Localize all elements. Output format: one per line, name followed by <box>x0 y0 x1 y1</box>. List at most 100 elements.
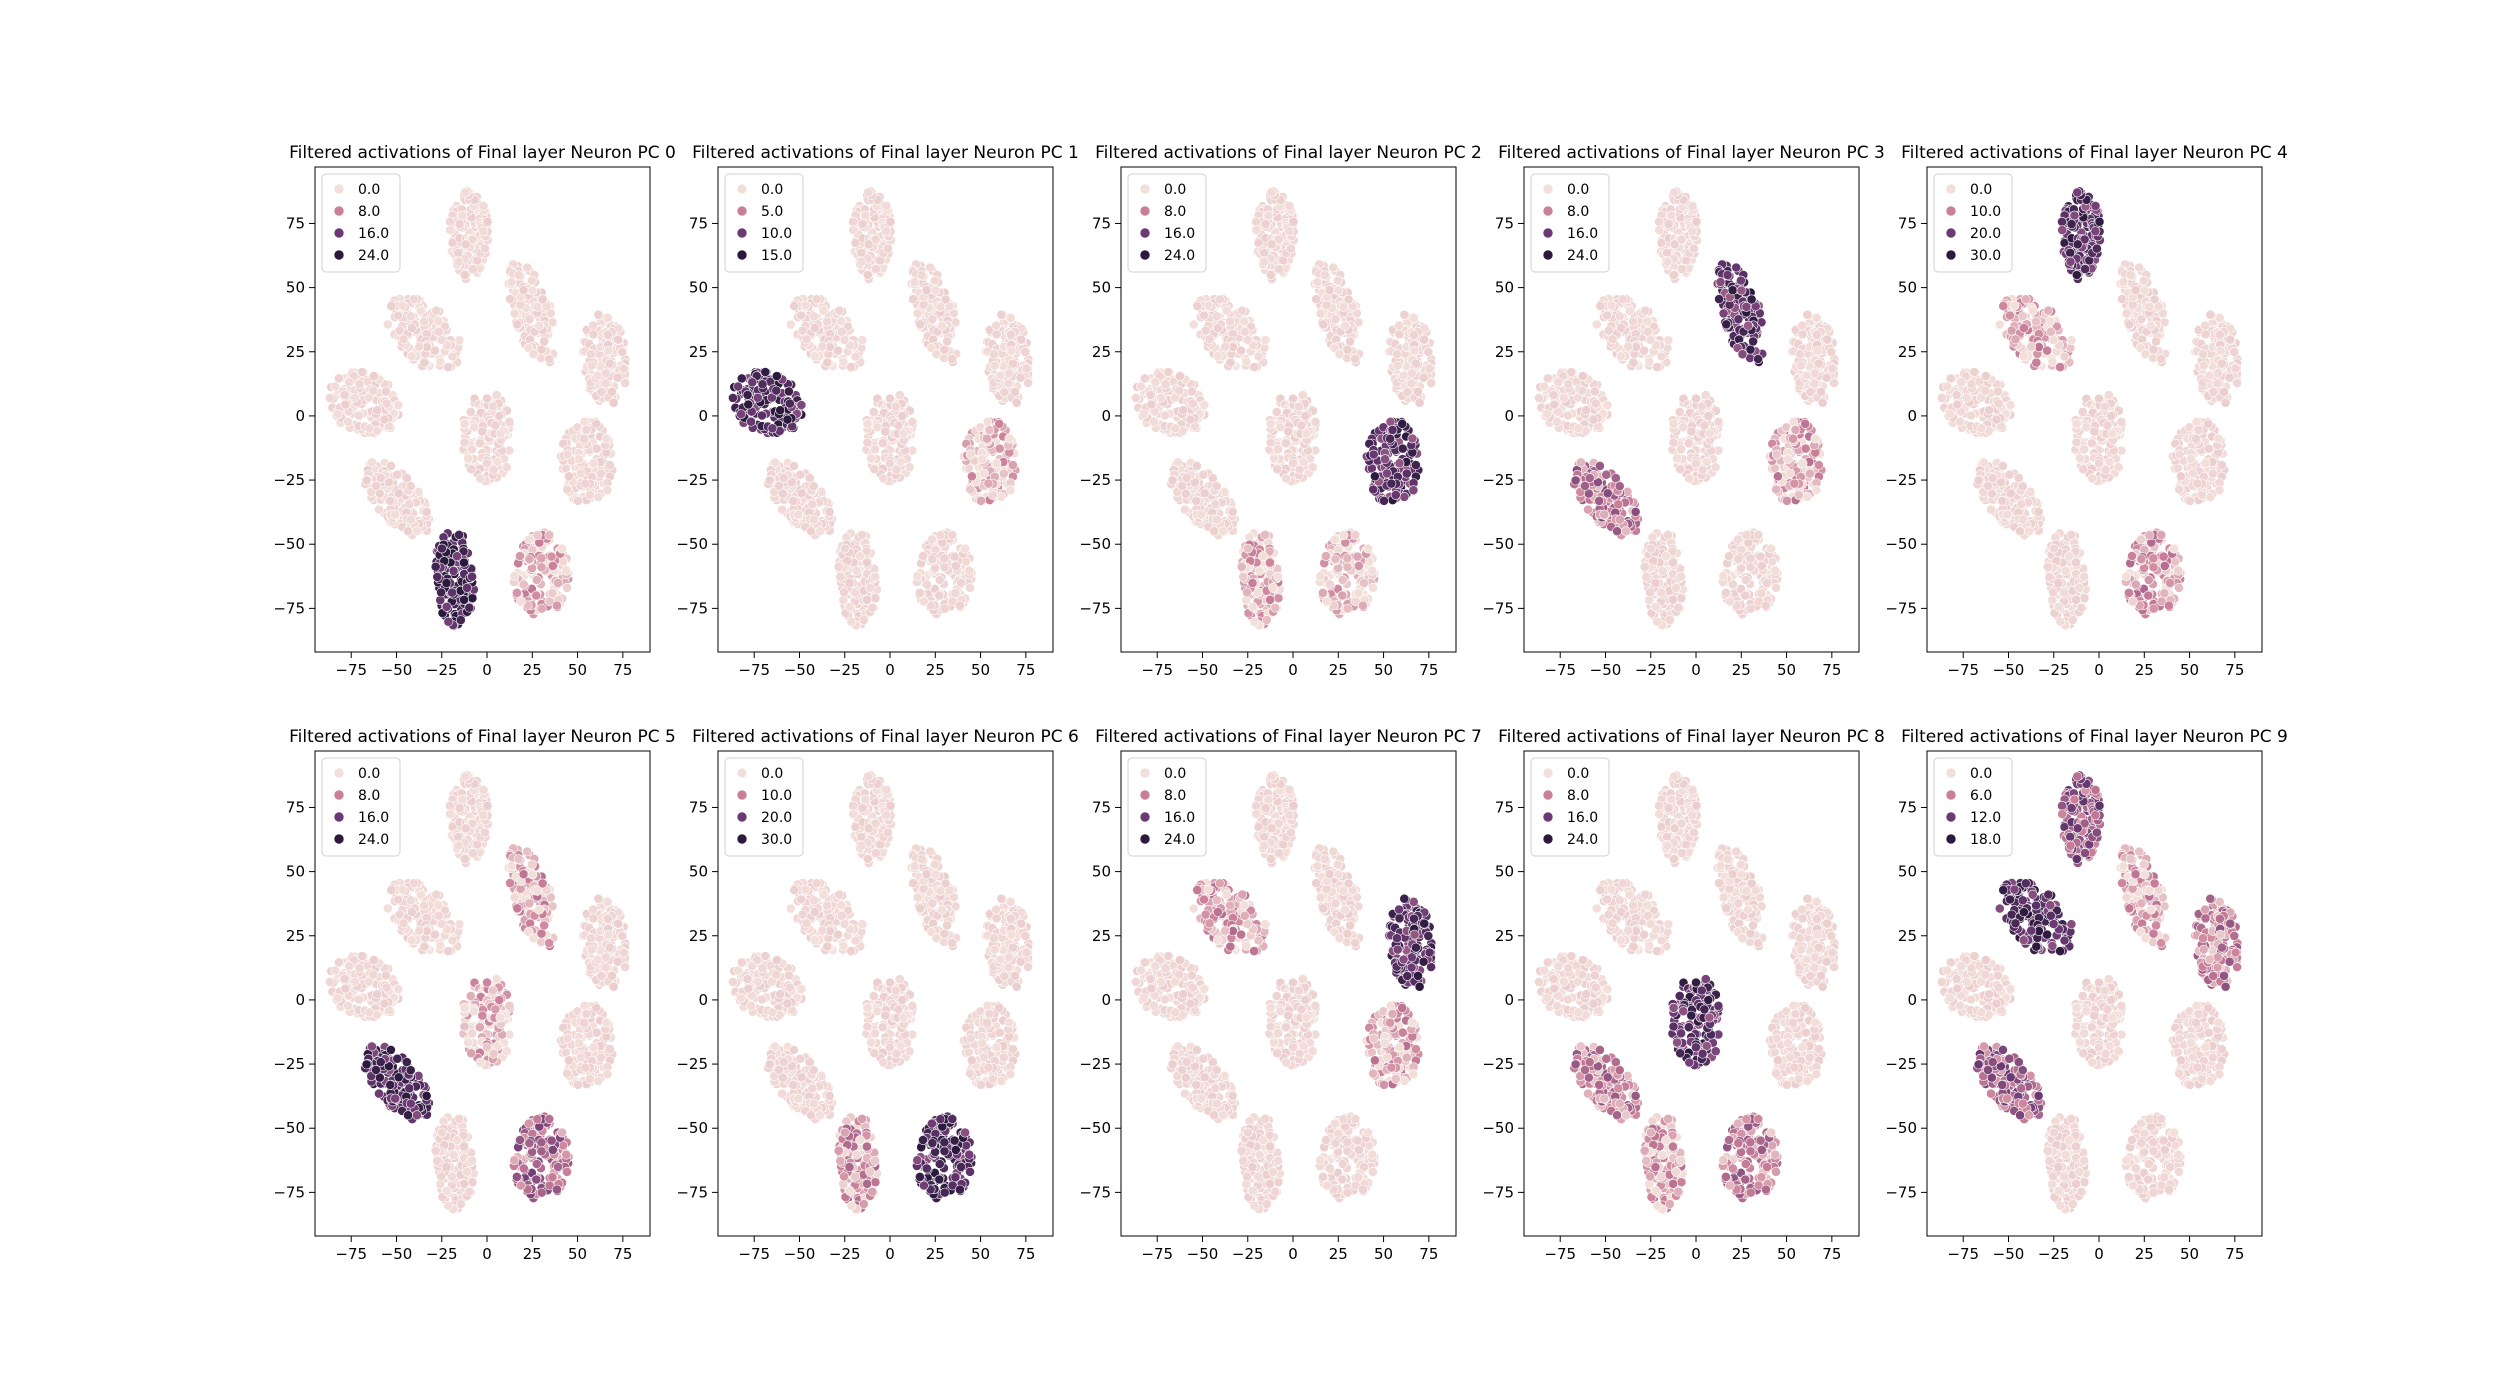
point-c3-146 <box>1315 308 1326 319</box>
point-c5-115 <box>1297 390 1308 400</box>
point-c6-134 <box>591 418 602 429</box>
point-c8-134 <box>1322 596 1332 607</box>
point-c9-42 <box>870 593 881 604</box>
point-c1-133 <box>736 409 746 419</box>
point-c0-148 <box>1669 187 1680 198</box>
point-c0-142 <box>1251 216 1261 227</box>
point-c5-91 <box>862 437 873 448</box>
legend-marker <box>1139 205 1151 217</box>
point-c9-149 <box>430 561 441 572</box>
point-c1-140 <box>343 416 353 427</box>
point-c3-142 <box>908 294 918 304</box>
point-c3-104 <box>939 344 950 355</box>
point-c8-149 <box>935 530 946 541</box>
point-c7-43 <box>777 504 787 515</box>
point-c5-122 <box>880 426 891 437</box>
y-tick-label: −50 <box>273 535 305 553</box>
point-c6-134 <box>1397 418 1408 429</box>
point-c1-145 <box>393 400 404 410</box>
point-c5-146 <box>1280 438 1291 449</box>
point-c6-141 <box>977 454 987 465</box>
x-tick-label: −50 <box>1187 661 1219 679</box>
point-c7-136 <box>808 514 819 525</box>
point-c8-148 <box>1330 554 1341 564</box>
point-c0-76 <box>862 270 873 280</box>
point-c9-139 <box>459 594 469 605</box>
subplot-pc-0: Filtered activations of Final layer Neur… <box>273 143 676 679</box>
point-c3-146 <box>509 308 520 319</box>
y-tick-label: −75 <box>676 599 708 617</box>
point-c8-149 <box>1338 530 1349 541</box>
point-c4-136 <box>1008 358 1018 369</box>
point-c2-122 <box>797 325 808 336</box>
point-c0-146 <box>454 219 465 229</box>
point-c2-129 <box>1253 351 1264 362</box>
point-c0-149 <box>460 239 471 250</box>
point-c9-116 <box>865 582 875 593</box>
point-c4-121 <box>1011 397 1022 408</box>
legend-label: 8.0 <box>358 204 380 220</box>
point-c4-148 <box>593 309 604 320</box>
point-c9-144 <box>436 587 446 598</box>
point-c8-134 <box>516 596 526 607</box>
point-c4-104 <box>1408 312 1419 323</box>
point-c2-149 <box>836 326 847 337</box>
point-c8-149 <box>532 530 543 541</box>
legend: 0.08.016.024.0 <box>1127 173 1207 273</box>
point-c6-142 <box>991 458 1002 469</box>
point-c4-138 <box>1409 329 1419 340</box>
point-c4-131 <box>1021 363 1032 374</box>
point-c8-124 <box>547 561 558 571</box>
point-c6-144 <box>1379 495 1389 506</box>
point-c7-136 <box>405 514 416 525</box>
point-c6-103 <box>1408 485 1419 496</box>
point-c8-125 <box>531 575 542 585</box>
point-c8-145 <box>1359 578 1369 588</box>
point-c8-125 <box>1337 575 1348 585</box>
point-c4-140 <box>989 349 999 360</box>
point-c5-137 <box>466 464 477 475</box>
legend: 0.08.016.024.0 <box>321 173 401 273</box>
point-c3-146 <box>912 308 923 319</box>
point-c5-97 <box>1269 453 1279 464</box>
point-c5-91 <box>1265 437 1276 448</box>
point-c3-142 <box>505 294 515 304</box>
point-c1-138 <box>743 399 754 410</box>
scatter-points <box>324 186 631 631</box>
point-c9-141 <box>432 572 443 582</box>
point-c8-144 <box>1342 553 1353 564</box>
y-tick-label: −75 <box>273 599 305 617</box>
point-c1-147 <box>344 377 355 388</box>
point-c5-146 <box>877 438 888 449</box>
point-c3-144 <box>527 285 538 296</box>
point-c0-140 <box>1687 226 1698 237</box>
point-c9-141 <box>1238 572 1249 582</box>
point-c6-149 <box>1004 433 1015 444</box>
point-c4-143 <box>1409 345 1420 356</box>
point-c9-143 <box>1260 529 1270 540</box>
point-c1-35 <box>333 373 344 384</box>
point-c8-120 <box>546 551 557 562</box>
point-c7-136 <box>1211 514 1222 525</box>
point-c1-121 <box>784 386 794 397</box>
point-c6-131 <box>564 471 574 482</box>
point-c1-142 <box>757 410 767 421</box>
point-c1-35 <box>1542 373 1553 384</box>
point-c7-127 <box>412 526 422 537</box>
point-c1-145 <box>1602 400 1613 410</box>
point-c1-143 <box>742 390 753 400</box>
point-c1-133 <box>1542 409 1552 419</box>
point-c4-136 <box>605 358 615 369</box>
subplot-title: Filtered activations of Final layer Neur… <box>1498 143 1885 163</box>
point-c6-109 <box>1397 443 1408 454</box>
subplot-title: Filtered activations of Final layer Neur… <box>1095 143 1482 163</box>
point-c9-116 <box>462 582 472 593</box>
point-c8-135 <box>512 587 522 598</box>
point-c1-96 <box>324 392 335 403</box>
point-c3-142 <box>1311 294 1321 304</box>
point-c2-142 <box>1237 305 1248 316</box>
point-c3-147 <box>522 262 533 273</box>
point-c2-110 <box>419 357 430 368</box>
point-c4-145 <box>1020 346 1031 357</box>
point-c7-103 <box>1207 473 1218 483</box>
